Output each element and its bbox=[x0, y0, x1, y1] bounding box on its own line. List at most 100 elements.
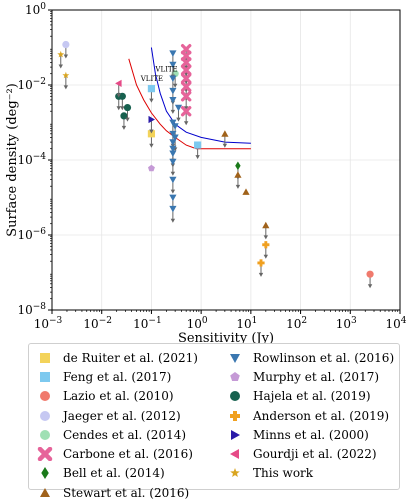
upper-limit-arrowhead bbox=[235, 184, 241, 189]
legend-marker bbox=[41, 467, 49, 480]
data-point bbox=[169, 50, 177, 57]
legend-item: de Ruiter et al. (2021) bbox=[37, 348, 198, 367]
data-point bbox=[221, 130, 229, 137]
chart: 10−3 10−2 10−1 100 101 102 103 104 10−8 10−6 10−4 1… bbox=[5, 2, 407, 343]
legend-item: This work bbox=[227, 464, 394, 483]
legend-marker-shape bbox=[230, 391, 240, 402]
legend-marker-shape bbox=[40, 487, 50, 497]
marker-stroke bbox=[180, 57, 192, 68]
legend-item: Feng et al. (2017) bbox=[37, 367, 198, 386]
legend-marker-shape bbox=[40, 352, 50, 363]
data-point bbox=[115, 79, 122, 87]
data-point bbox=[257, 259, 265, 267]
legend-marker bbox=[40, 352, 50, 363]
upper-limit-arrowhead bbox=[125, 117, 130, 122]
data-point bbox=[171, 123, 179, 130]
data-point bbox=[180, 81, 192, 92]
legend-marker bbox=[231, 429, 240, 440]
data-point bbox=[148, 115, 155, 124]
legend-marker bbox=[37, 447, 53, 462]
legend-item: Bell et al. (2014) bbox=[37, 464, 198, 483]
x-tick-label: 10−2 bbox=[83, 316, 112, 331]
y-tick-label: 10−2 bbox=[17, 77, 46, 92]
upper-limit-arrowhead bbox=[263, 254, 269, 259]
upper-limit-arrowhead bbox=[149, 143, 154, 148]
legend-label: Stewart et al. (2016) bbox=[63, 485, 190, 500]
data-point bbox=[123, 103, 132, 112]
legend-marker bbox=[40, 429, 50, 440]
legend-label: This work bbox=[253, 466, 314, 481]
x-axis-label: Sensitivity (Jy) bbox=[178, 331, 274, 343]
data-point bbox=[180, 105, 192, 117]
x-tick-label: 102 bbox=[286, 316, 307, 331]
legend-label: Hajela et al. (2019) bbox=[253, 389, 371, 404]
upper-limit-arrowhead bbox=[183, 121, 189, 126]
legend-label: Feng et al. (2017) bbox=[63, 369, 172, 384]
legend-item: Stewart et al. (2016) bbox=[37, 483, 198, 502]
y-tick-label: 10−6 bbox=[17, 227, 46, 242]
legend-label: Rowlinson et al. (2016) bbox=[253, 350, 395, 365]
legend-column-left: de Ruiter et al. (2021) Feng et al. (2017… bbox=[37, 348, 198, 502]
legend-marker-shape bbox=[41, 467, 49, 480]
data-point bbox=[169, 75, 177, 82]
data-point bbox=[194, 141, 202, 149]
legend-marker-shape bbox=[230, 449, 239, 460]
marker-stroke bbox=[37, 447, 53, 462]
y-tick-label: 10−4 bbox=[17, 152, 46, 167]
data-point bbox=[62, 71, 70, 79]
data-point bbox=[180, 91, 192, 102]
x-tick-label: 101 bbox=[236, 316, 257, 331]
data-point bbox=[235, 161, 241, 171]
upper-limit-arrowhead bbox=[120, 106, 125, 111]
legend-marker bbox=[230, 371, 240, 381]
legend-marker bbox=[230, 468, 240, 478]
data-point bbox=[169, 61, 177, 69]
legend-marker bbox=[230, 353, 240, 363]
legend-item: Minns et al. (2000) bbox=[227, 425, 394, 444]
data-point bbox=[169, 97, 177, 104]
upper-limit-arrowhead bbox=[170, 171, 176, 176]
legend-marker-shape bbox=[37, 447, 53, 462]
upper-limit-arrowhead bbox=[183, 106, 189, 111]
data-point bbox=[147, 85, 156, 93]
upper-limit-arrowhead bbox=[58, 64, 63, 69]
upper-limit-arrowhead bbox=[195, 155, 200, 160]
legend-label: Anderson et al. (2019) bbox=[253, 408, 390, 423]
data-point bbox=[169, 145, 177, 153]
legend-item: Hajela et al. (2019) bbox=[227, 387, 394, 406]
data-point bbox=[242, 188, 250, 195]
legend-label: Cendes et al. (2014) bbox=[63, 427, 187, 442]
data-point bbox=[148, 164, 155, 172]
x-tick-label: 100 bbox=[187, 316, 208, 331]
x-tick-label: 103 bbox=[336, 316, 357, 331]
upper-limit-arrowhead bbox=[176, 117, 181, 122]
upper-limit-arrowhead bbox=[170, 189, 176, 194]
legend-label: Gourdji et al. (2022) bbox=[253, 447, 377, 462]
x-tick-label: 104 bbox=[385, 316, 406, 331]
legend-marker-shape bbox=[40, 391, 50, 402]
data-point bbox=[147, 130, 156, 138]
legend-label: Murphy et al. (2017) bbox=[253, 369, 380, 384]
data-point bbox=[169, 150, 177, 157]
legend-label: Minns et al. (2000) bbox=[253, 427, 369, 442]
legend-item: Cendes et al. (2014) bbox=[37, 425, 198, 444]
marker-stroke bbox=[180, 91, 192, 102]
legend-marker bbox=[230, 449, 239, 460]
legend-marker-shape bbox=[230, 410, 240, 421]
data-point bbox=[180, 57, 192, 68]
data-point bbox=[62, 40, 70, 49]
legend-item: Lazio et al. (2010) bbox=[37, 387, 198, 406]
upper-limit-arrowhead bbox=[121, 125, 127, 130]
legend-item: Anderson et al. (2019) bbox=[227, 406, 394, 425]
upper-limit-arrowhead bbox=[263, 235, 269, 240]
legend-marker bbox=[40, 410, 50, 421]
legend-column-right: Rowlinson et al. (2016) Murphy et al. (20… bbox=[227, 348, 394, 483]
marker-stroke bbox=[180, 73, 192, 84]
upper-limit-arrowhead bbox=[149, 129, 154, 134]
limit-curve bbox=[128, 58, 251, 150]
legend: de Ruiter et al. (2021) Feng et al. (2017… bbox=[28, 343, 400, 500]
data-point bbox=[234, 171, 242, 178]
x-tick-label: 10−3 bbox=[34, 316, 63, 331]
marker-stroke bbox=[180, 81, 192, 92]
